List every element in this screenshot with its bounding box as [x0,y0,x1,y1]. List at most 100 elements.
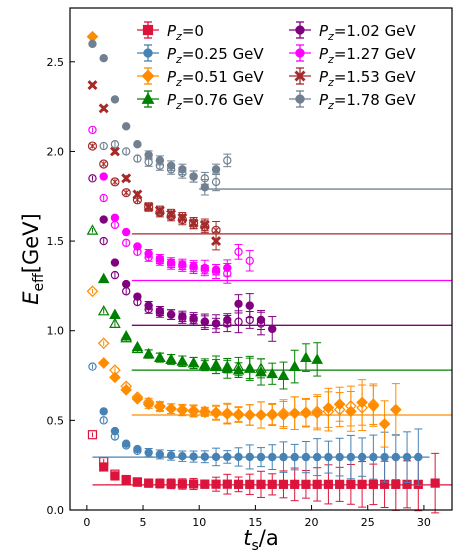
data-point [121,475,131,486]
data-point [121,122,131,131]
data-point [133,140,142,149]
data-point [210,360,222,372]
x-axis-label: ts/a [243,526,278,550]
x-marker-shape [188,218,199,229]
legend-label: Pz=1.53 GeV [319,68,416,89]
data-point [155,478,165,489]
data-point-open [211,177,221,187]
legend-label: Pz=1.02 GeV [319,22,416,43]
legend-marker [295,25,305,35]
data-point [255,365,267,377]
data-point [178,312,187,321]
data-point [166,258,176,267]
data-point [166,310,176,319]
data-point-open [88,125,97,135]
data-point [200,452,210,461]
legend-marker [141,92,155,104]
data-point [311,353,323,364]
data-point [131,392,144,405]
data-point [99,172,108,181]
legend-entry: Pz=1.27 GeV [289,44,416,66]
data-point [414,452,423,462]
x-marker-ring [87,141,98,151]
series-6 [87,80,452,251]
data-point [200,263,210,273]
data-point [245,479,255,489]
legend-label: Pz=0 [167,22,204,43]
data-point [99,407,108,416]
data-point [301,452,311,462]
data-point [155,254,165,264]
data-point [121,227,131,237]
data-point [178,452,187,461]
data-point [211,319,221,328]
data-point [200,317,210,326]
data-point [155,450,165,459]
x-tick-label: 0 [83,516,90,529]
data-point [131,340,144,352]
data-point [109,371,121,384]
legend-marker [295,94,305,104]
x-tick-label: 5 [140,516,147,529]
data-point [290,479,300,489]
legend-entry: Pz=1.78 GeV [289,90,416,112]
x-tick-label: 15 [248,516,262,529]
plot-frame [69,7,453,511]
data-point-open [88,362,97,371]
data-point-open [109,317,121,328]
plot-area [86,30,452,514]
data-point-open [87,141,98,151]
data-point [142,398,155,411]
data-point [402,452,412,462]
legend-label: Pz=1.78 GeV [319,91,416,112]
data-point [346,479,356,489]
x-tick-label: 20 [305,516,319,529]
data-point [110,95,120,104]
data-point [279,452,288,462]
series-3 [86,224,452,390]
data-point [110,426,120,436]
data-point [120,384,133,396]
data-point [300,351,312,363]
x-marker-shape [154,205,165,216]
data-point [178,260,187,269]
data-point-open [245,256,254,265]
data-point [256,479,266,489]
x-tick-label: 25 [361,516,375,529]
data-point [154,205,165,216]
data-point [155,306,165,316]
y-tick-label: 0.0 [47,504,65,517]
y-tick-label: 0.5 [47,414,65,427]
data-point-open [86,285,99,298]
data-point [243,409,256,421]
data-point [245,452,254,462]
data-point [277,409,290,421]
legend-label: Pz=0.25 GeV [167,45,264,66]
data-point [155,156,165,165]
data-point [211,236,222,247]
data-point [389,403,402,416]
x-marker-shape [177,212,188,223]
data-point [187,356,200,368]
data-point [278,479,289,489]
data-point [166,479,176,489]
data-point [211,165,221,174]
x-tick-label: 30 [417,516,431,529]
data-point [211,265,221,274]
data-point [234,452,243,462]
legend-entry: Pz=0 [137,21,204,43]
x-tick-label: 10 [192,516,206,529]
y-tick-label: 2.0 [47,145,65,158]
data-point [200,183,210,192]
data-point [189,172,198,181]
data-point [110,213,120,222]
data-point [189,313,198,323]
x-marker-shape [199,219,210,230]
data-point-open [86,224,99,235]
data-point [369,452,378,462]
data-point-open [223,156,232,165]
x-marker-shape [132,189,143,200]
legend-entry: Pz=0.25 GeV [137,44,264,66]
x-marker-shape [294,70,306,82]
